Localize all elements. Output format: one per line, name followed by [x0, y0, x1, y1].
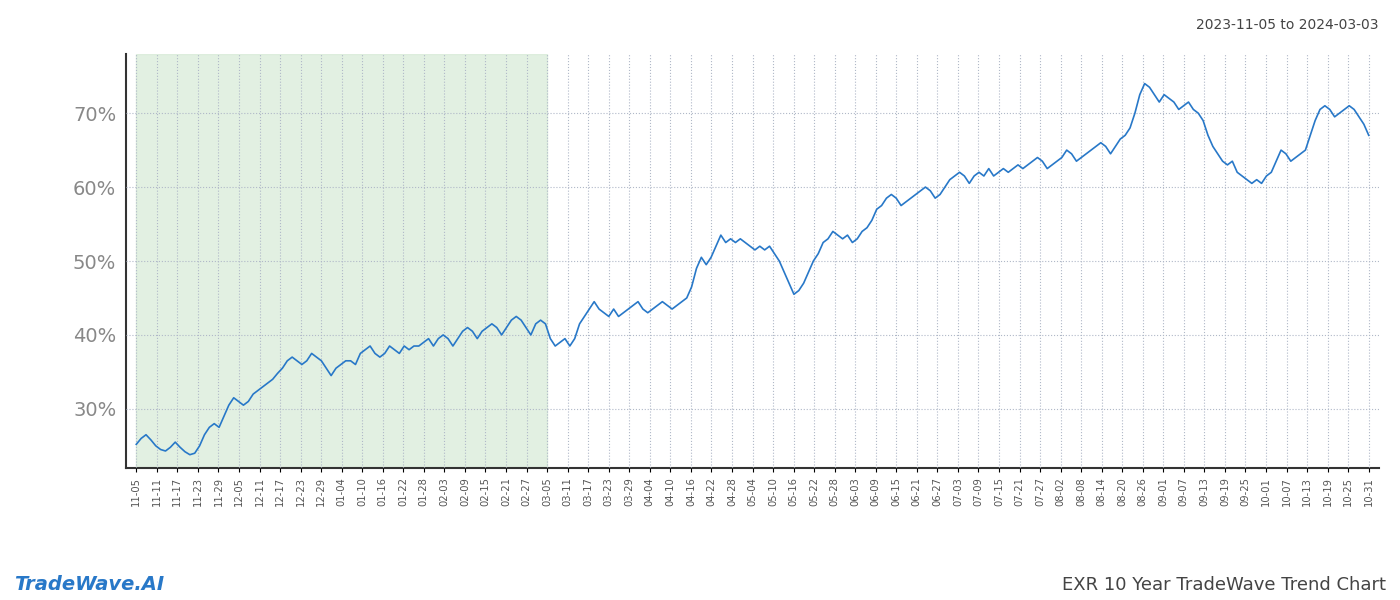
Text: TradeWave.AI: TradeWave.AI — [14, 575, 164, 594]
Bar — [136, 54, 547, 468]
Text: 2023-11-05 to 2024-03-03: 2023-11-05 to 2024-03-03 — [1197, 18, 1379, 32]
Text: EXR 10 Year TradeWave Trend Chart: EXR 10 Year TradeWave Trend Chart — [1063, 576, 1386, 594]
